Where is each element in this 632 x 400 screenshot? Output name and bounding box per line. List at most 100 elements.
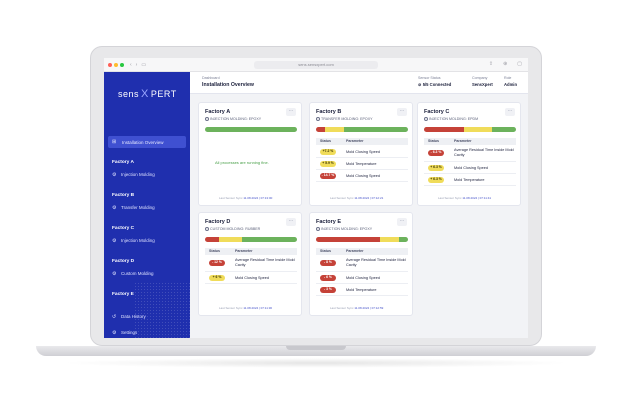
- table-row[interactable]: - 14.7 % Mold Closing Speed: [316, 170, 408, 182]
- sidebar-item-installation-overview[interactable]: ⊞ Installation Overview: [108, 136, 186, 148]
- last-sync: Last Sensor Sync 11.08.2024 | 07:13:00: [219, 196, 272, 200]
- sidebar-factory-b[interactable]: Factory B: [112, 193, 135, 198]
- breadcrumb[interactable]: Dashboard: [202, 76, 220, 80]
- status-badge: - 3 %: [320, 287, 336, 293]
- forward-icon[interactable]: ›: [135, 61, 138, 68]
- column-parameter: Parameter: [235, 249, 253, 253]
- table-row[interactable]: - 8 % Average Residual Time Inside Mold C…: [316, 256, 408, 272]
- more-options-button[interactable]: ···: [505, 108, 515, 116]
- status-message: All processes are running fine.: [215, 160, 269, 165]
- laptop-notch: [286, 346, 346, 350]
- sidebar-item-settings[interactable]: ⚙ Settings: [112, 330, 137, 336]
- status-bar: [316, 127, 408, 132]
- last-sync: Last Sensor Sync 11.08.2024 | 07:12:21: [330, 196, 383, 200]
- card-subtitle-text: CUSTOM MOLDING: RUBBER: [210, 227, 261, 231]
- last-sync-value: 11.08.2024 | 07:13:00: [243, 196, 273, 200]
- more-options-button[interactable]: ···: [286, 108, 296, 116]
- status-bar: [205, 237, 297, 242]
- parameter-name: Mold Closing Speed: [346, 275, 380, 280]
- sidebar-item-factory-d-process[interactable]: ⚙ Custom Molding: [112, 271, 154, 277]
- maximize-window-dot[interactable]: [120, 62, 124, 67]
- copy-icon[interactable]: ▢: [517, 61, 522, 67]
- card-title: Factory A: [205, 109, 231, 115]
- column-status: Status: [209, 249, 220, 253]
- table-row[interactable]: + 6 % Mold Closing Speed: [205, 272, 297, 284]
- factory-card-a[interactable]: Factory A INJECTION MOLDING: EPOXY ··· A…: [198, 102, 302, 206]
- last-sync-label: Last Sensor Sync: [219, 196, 243, 200]
- table-row[interactable]: + 6.3 % Mold Temperature: [424, 174, 516, 186]
- green-segment: [205, 127, 297, 132]
- sidebar-item-label: Installation Overview: [122, 139, 164, 145]
- parameter-name: Average Residual Time Inside Mold Cavity: [346, 258, 406, 267]
- sidebar-item-label: Injection Molding: [121, 238, 155, 243]
- sidebar-factory-e[interactable]: Factory E: [112, 292, 134, 297]
- card-subtitle-text: TRANSFER MOLDING: EPOXY: [321, 117, 373, 121]
- settings-icon: ⚙: [112, 330, 117, 336]
- sidebar-item-label: Settings: [121, 330, 138, 335]
- sidebar-item-factory-b-process[interactable]: ⚙ Transfer Molding: [112, 205, 155, 211]
- more-options-button[interactable]: ···: [286, 218, 296, 226]
- close-window-dot[interactable]: [108, 62, 112, 67]
- parameter-name: Average Residual Time Inside Mold Cavity: [235, 258, 295, 267]
- laptop-screen: ‹ › ▭ sens.sensxpert.com ⇪ ⊕ ▢ sens X PERT…: [104, 58, 528, 338]
- minimize-window-dot[interactable]: [114, 62, 118, 67]
- process-icon: [424, 117, 428, 122]
- status-badge: + 6.3 %: [428, 165, 444, 171]
- back-icon[interactable]: ‹: [130, 61, 132, 68]
- table-row[interactable]: - 6.3 % Average Residual Time Inside Mold…: [424, 146, 516, 162]
- connection-label: Sensor Status: [418, 76, 441, 80]
- parameter-name: Mold Closing Speed: [346, 149, 380, 154]
- factory-card-c[interactable]: Factory C INJECTION MOLDING: EPDM ··· St…: [417, 102, 521, 206]
- card-subtitle-text: INJECTION MOLDING: EPDM: [429, 117, 479, 121]
- table-row[interactable]: +7.2 % Mold Closing Speed: [316, 146, 408, 158]
- status-badge: - 12 %: [209, 260, 225, 266]
- address-bar[interactable]: sens.sensxpert.com: [254, 61, 378, 69]
- status-bar: [424, 127, 516, 132]
- laptop-shadow: [60, 358, 572, 368]
- logo-text-left: sens: [118, 89, 140, 99]
- table-row[interactable]: - 3 % Mold Temperature: [316, 284, 408, 296]
- process-icon: [316, 227, 320, 232]
- green-segment: [492, 127, 516, 132]
- share-icon[interactable]: ⇪: [488, 61, 494, 67]
- status-bar: [205, 127, 297, 132]
- logo-text-right: PERT: [150, 89, 177, 99]
- card-title: Factory E: [316, 219, 342, 225]
- gear-icon: ⚙: [112, 205, 117, 211]
- sidebar-item-factory-a-process[interactable]: ⚙ Injection Molding: [112, 172, 155, 178]
- factory-card-d[interactable]: Factory D CUSTOM MOLDING: RUBBER ··· Sta…: [198, 212, 302, 316]
- tabs-icon[interactable]: ⊕: [503, 61, 508, 67]
- status-badge: + 5.9 %: [320, 161, 336, 167]
- gear-icon: ⚙: [112, 172, 117, 178]
- parameter-name: Mold Closing Speed: [346, 173, 380, 178]
- table-row[interactable]: - 12 % Average Residual Time Inside Mold …: [205, 256, 297, 272]
- factory-card-e[interactable]: Factory E INJECTION MOLDING: EPOXY ··· S…: [309, 212, 413, 316]
- sidebar-factory-c[interactable]: Factory C: [112, 226, 135, 231]
- process-icon: [205, 117, 209, 122]
- history-icon: ↺: [112, 314, 117, 320]
- grid-icon: ⊞: [112, 139, 117, 145]
- factory-card-b[interactable]: Factory B TRANSFER MOLDING: EPOXY ··· St…: [309, 102, 413, 206]
- sidebar-factory-a[interactable]: Factory A: [112, 160, 134, 165]
- status-badge: - 14.7 %: [320, 173, 336, 179]
- card-subtitle: INJECTION MOLDING: EPOXY: [316, 227, 372, 232]
- more-options-button[interactable]: ···: [397, 108, 407, 116]
- logo-x: X: [141, 88, 149, 100]
- sidebar-toggle-icon[interactable]: ▭: [141, 61, 147, 68]
- sidebar-item-factory-c-process[interactable]: ⚙ Injection Molding: [112, 238, 155, 244]
- table-row[interactable]: - 6 % Mold Closing Speed: [316, 272, 408, 284]
- role-value: Admin: [504, 82, 518, 87]
- last-sync-label: Last Sensor Sync: [330, 196, 354, 200]
- more-options-button[interactable]: ···: [397, 218, 407, 226]
- table-row[interactable]: + 6.3 % Mold Closing Speed: [424, 162, 516, 174]
- last-sync: Last Sensor Sync 11.08.2024 | 07:12:59: [330, 306, 383, 310]
- red-segment: [316, 237, 381, 242]
- table-row[interactable]: + 5.9 % Mold Temperature: [316, 158, 408, 170]
- sidebar-factory-d[interactable]: Factory D: [112, 259, 135, 264]
- sidebar-item-label: Transfer Molding: [121, 205, 155, 210]
- card-title: Factory B: [316, 109, 342, 115]
- logo: sens X PERT: [118, 88, 177, 100]
- sidebar-item-data-history[interactable]: ↺ Data History: [112, 314, 146, 320]
- top-header: Dashboard Installation Overview Sensor S…: [190, 72, 528, 94]
